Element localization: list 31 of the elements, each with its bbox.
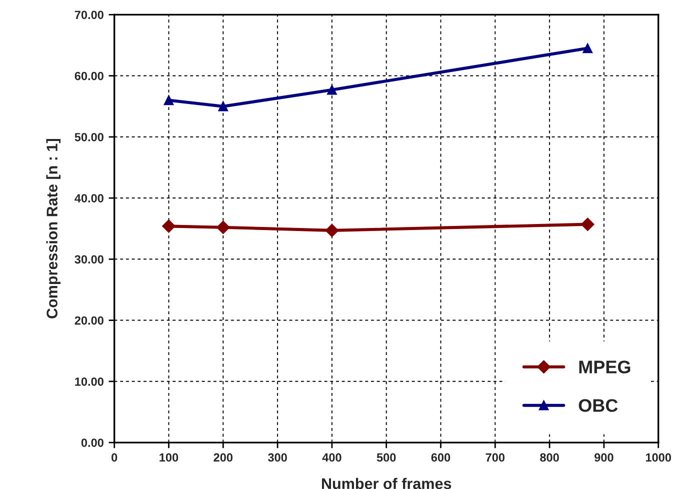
x-tick-label: 200 [214,453,233,462]
point [162,220,176,233]
legend-label: OBC [578,399,618,412]
x-tick-label: 600 [431,453,450,462]
x-tick-label: 700 [486,453,505,462]
x-tick-label: 1000 [646,453,671,462]
x-tick-label: 900 [594,453,614,462]
point [581,218,594,231]
point [218,101,228,112]
y-tick-label: 30.00 [74,255,104,264]
x-axis-title: Number of frames [322,478,452,489]
y-tick-label: 10.00 [75,377,104,386]
legend-label: MPEG [579,360,630,374]
y-tick-label: 0.00 [81,438,104,447]
point [216,220,230,234]
y-tick-label: 60.00 [74,72,104,80]
x-tick-label: 100 [160,453,178,462]
y-tick-label: 50.00 [74,132,104,142]
x-tick-label: 300 [268,453,287,462]
y-tick-label: 70.00 [74,10,104,20]
y-tick-label: 20.00 [74,316,104,325]
point [582,43,592,54]
y-tick-label: 40.00 [74,194,104,202]
y-axis-title: Compression Rate [n : 1] [46,139,60,318]
x-tick-label: 0 [112,453,118,462]
point [325,224,339,238]
x-tick-label: 400 [322,453,342,462]
x-tick-label: 800 [540,453,559,462]
point [164,95,174,106]
x-tick-label: 500 [376,453,396,462]
point [327,84,337,95]
